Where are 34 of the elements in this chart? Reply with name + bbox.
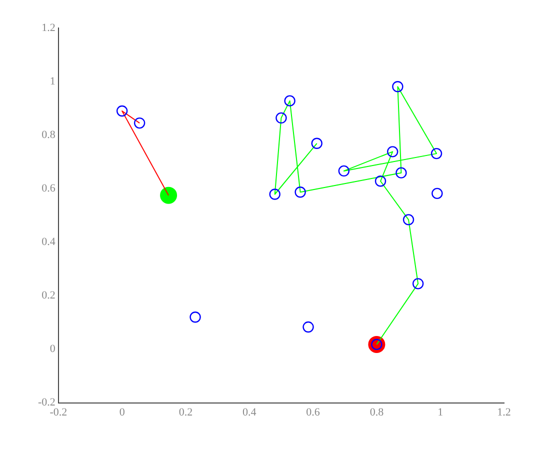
point bbox=[276, 112, 287, 124]
point bbox=[311, 138, 322, 149]
y-tick-label: 1.2 bbox=[42, 22, 56, 34]
y-tick-label: -0.2 bbox=[38, 396, 56, 409]
y-tick-label: 0 bbox=[50, 343, 56, 356]
x-tick-label: 0.8 bbox=[370, 406, 384, 418]
point bbox=[432, 188, 443, 200]
point bbox=[116, 105, 128, 117]
x-tick-label: 1.2 bbox=[497, 406, 511, 418]
y-tick-label: 1 bbox=[50, 75, 56, 88]
point bbox=[374, 176, 386, 187]
point bbox=[284, 95, 296, 106]
x-tick-label: 0 bbox=[119, 406, 126, 418]
point bbox=[412, 278, 424, 290]
y-tick-label: 0.4 bbox=[42, 236, 56, 248]
point bbox=[269, 188, 280, 200]
x-tick-label: 0.6 bbox=[306, 406, 320, 418]
point bbox=[294, 186, 306, 198]
point bbox=[190, 312, 201, 323]
point bbox=[396, 167, 407, 178]
point bbox=[402, 214, 414, 226]
x-tick-label: 0.2 bbox=[178, 406, 193, 418]
x-tick-label: 1 bbox=[438, 406, 444, 418]
y-tick-label: 0.2 bbox=[42, 290, 56, 302]
point bbox=[338, 165, 350, 177]
point bbox=[134, 117, 146, 129]
point bbox=[160, 186, 178, 204]
point bbox=[392, 81, 404, 92]
point bbox=[430, 148, 442, 160]
y-tick-label: 0.8 bbox=[42, 128, 56, 141]
x-tick-label: 0.4 bbox=[242, 406, 257, 418]
y-tick-label: 0.6 bbox=[42, 182, 56, 195]
point bbox=[387, 146, 398, 158]
point bbox=[302, 321, 314, 333]
